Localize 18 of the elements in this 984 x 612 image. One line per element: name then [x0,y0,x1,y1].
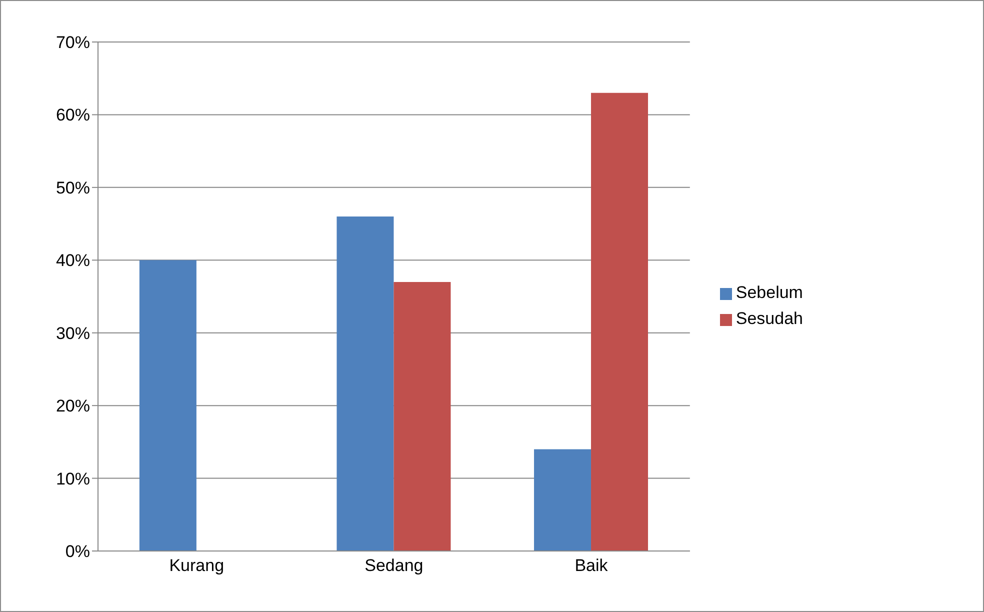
bar [139,260,196,551]
y-tick-label: 30% [56,324,90,343]
y-tick-label: 40% [56,251,90,270]
y-tick-label: 60% [56,106,90,125]
bar [336,216,394,551]
x-tick-label: Kurang [169,556,224,576]
y-tick-label: 50% [56,178,90,198]
bar [534,449,592,551]
bar [394,282,451,551]
y-tick-label: 20% [56,396,90,416]
y-tick-label: 70% [56,33,90,52]
legend-label: Sesudah [736,309,803,328]
legend-label: Sebelum [736,283,803,302]
y-tick-label: 10% [56,469,90,488]
bar [591,92,648,551]
y-tick-label: 0% [65,542,90,562]
x-tick-label: Sedang [364,556,424,576]
x-tick-label: Baik [574,556,608,576]
